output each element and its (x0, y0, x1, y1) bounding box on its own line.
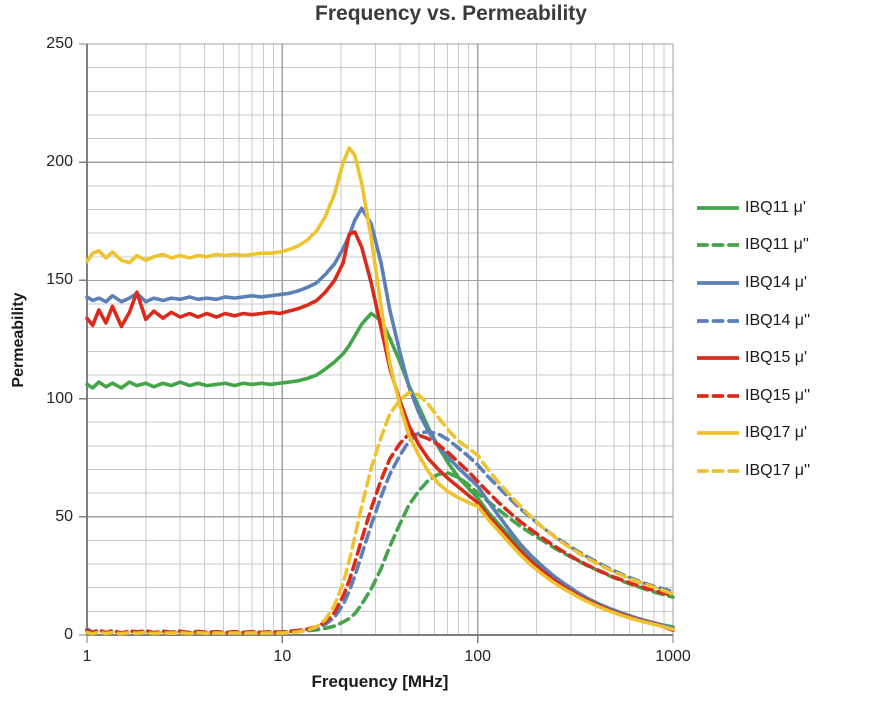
legend-swatch-ibq11-mu-double-prime (697, 243, 739, 248)
x-tick-label: 10 (273, 648, 292, 665)
curve-ibq17-mu-prime (85, 146, 675, 632)
legend-swatch-ibq14-mu-prime (697, 281, 739, 285)
legend-label: IBQ14 μ'' (745, 311, 811, 329)
x-tick-label: 1000 (655, 648, 691, 665)
legend-label: IBQ11 μ' (745, 198, 806, 216)
legend-label: IBQ15 μ' (745, 349, 808, 367)
legend-item-ibq11-mu-prime: IBQ11 μ' (697, 189, 810, 227)
chart-title: Frequency vs. Permeability (315, 2, 587, 25)
curve-ibq14-mu-double-prime (85, 429, 675, 635)
y-axis-title: Permeability (10, 292, 27, 388)
legend-item-ibq14-mu-prime: IBQ14 μ' (697, 264, 810, 302)
legend-label: IBQ17 μ' (745, 424, 808, 442)
legend-item-ibq15-mu-prime: IBQ15 μ' (697, 339, 810, 377)
legend-swatch-ibq15-mu-double-prime (697, 393, 739, 398)
legend-item-ibq17-mu-double-prime: IBQ17 μ'' (697, 452, 810, 490)
curve-ibq15-mu-double-prime (85, 432, 675, 635)
legend-swatch-ibq15-mu-prime (697, 356, 739, 361)
curve-ibq17-mu-double-prime (85, 390, 675, 636)
legend-swatch-ibq17-mu-prime (697, 431, 739, 436)
legend-swatch-ibq14-mu-double-prime (697, 318, 739, 323)
y-tick-label: 150 (46, 271, 73, 289)
legend-item-ibq15-mu-double-prime: IBQ15 μ'' (697, 377, 810, 415)
legend-label: IBQ15 μ'' (745, 386, 811, 404)
legend-label: IBQ14 μ' (745, 273, 808, 291)
y-tick-label: 250 (46, 35, 73, 52)
x-tick-label: 1 (82, 648, 92, 665)
legend: IBQ11 μ' IBQ11 μ'' IBQ14 μ' IBQ14 μ'' IBQ15 … (697, 189, 810, 490)
legend-item-ibq14-mu-double-prime: IBQ14 μ'' (697, 302, 810, 340)
legend-label: IBQ17 μ'' (745, 461, 811, 479)
curve-ibq15-mu-prime (85, 230, 675, 633)
curve-ibq11-mu-prime (85, 311, 675, 629)
legend-swatch-ibq11-mu-prime (697, 205, 739, 210)
legend-item-ibq17-mu-prime: IBQ17 μ' (697, 415, 810, 453)
legend-swatch-ibq17-mu-double-prime (697, 469, 739, 473)
x-tick-label: 100 (464, 648, 492, 665)
y-tick-label: 100 (46, 389, 73, 407)
legend-item-ibq11-mu-double-prime: IBQ11 μ'' (697, 227, 810, 265)
y-tick-label: 0 (64, 626, 73, 643)
legend-label: IBQ11 μ'' (745, 236, 809, 254)
y-tick-label: 50 (55, 507, 73, 525)
x-axis-title: Frequency [MHz] (311, 672, 449, 691)
y-tick-label: 200 (46, 153, 73, 171)
